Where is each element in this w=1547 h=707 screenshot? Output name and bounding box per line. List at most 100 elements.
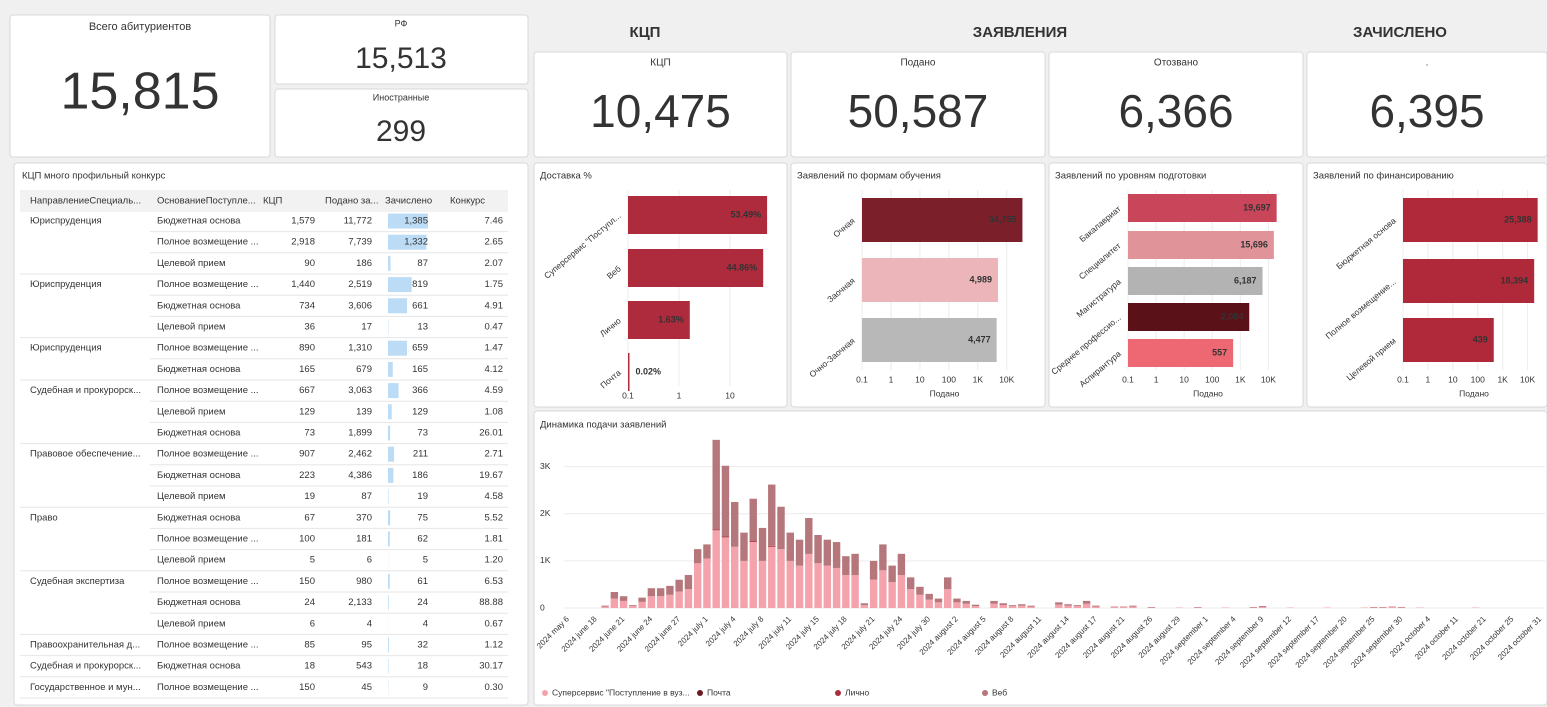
bar-segment	[693, 563, 702, 608]
legend-label: Веб	[992, 687, 1007, 697]
x-tick-label: 10	[725, 390, 735, 400]
chart-title: Заявлений по формам обучения	[797, 171, 941, 182]
table-cell: Судебная и прокурорск...	[30, 661, 141, 672]
kpi-value: 6,366	[1118, 85, 1233, 137]
data-label: 4,989	[969, 274, 992, 284]
table-cell: 24	[417, 597, 428, 608]
kpi-label: КЦП	[650, 58, 670, 69]
bar-segment	[619, 600, 628, 608]
table-cell: 1,332	[404, 237, 428, 248]
bar-segment	[953, 602, 961, 608]
table-cell: 1,310	[348, 343, 372, 354]
bar-segment	[721, 536, 730, 538]
bar-segment	[656, 596, 665, 608]
table-cell: Полное возмещение ...	[157, 385, 259, 396]
card	[274, 88, 529, 158]
table-cell: Целевой прием	[157, 618, 226, 629]
bar	[862, 198, 1023, 242]
bar-segment	[1119, 607, 1128, 608]
table-cell: 2.07	[485, 258, 504, 269]
kpi-label: Отозвано	[1154, 58, 1199, 69]
bar-segment	[953, 598, 961, 603]
enrolled-bar	[388, 446, 395, 462]
table-cell: Бюджетная основа	[157, 300, 241, 311]
table-cell: Полное возмещение ...	[157, 640, 259, 651]
table-cell: 4.58	[485, 491, 504, 502]
bar-segment	[1129, 605, 1137, 607]
table-cell: 6	[367, 555, 372, 566]
bar-segment	[721, 537, 730, 608]
table-cell: 1.08	[485, 406, 504, 417]
bar-segment	[1018, 605, 1026, 608]
table-cell: Целевой прием	[157, 555, 226, 566]
table-cell: Полное возмещение ...	[157, 279, 259, 290]
bar-segment	[768, 545, 776, 547]
bar-segment	[916, 586, 924, 595]
table-cell: 6	[310, 618, 315, 629]
table-cell: 0.47	[485, 322, 504, 333]
bar-segment	[721, 465, 730, 537]
bar-segment	[962, 600, 970, 604]
bar-segment	[925, 599, 933, 608]
table-cell: 75	[417, 512, 428, 523]
bar-segment	[684, 575, 693, 590]
table-cell: Целевой прием	[157, 406, 226, 417]
enrolled-bar	[388, 234, 427, 250]
bar-segment	[712, 439, 720, 530]
x-tick-label: 1	[1154, 374, 1159, 384]
bar	[862, 318, 997, 362]
chart-title: Заявлений по финансированию	[1313, 171, 1454, 182]
table-cell: 18	[417, 661, 428, 672]
enrolled-bar	[388, 213, 428, 229]
bar	[1128, 303, 1250, 331]
bar-segment	[629, 606, 637, 608]
bar-segment	[814, 563, 822, 608]
table-cell: Бюджетная основа	[157, 364, 241, 375]
table-cell: 2,462	[348, 449, 372, 460]
x-tick-label: 1K	[973, 374, 984, 384]
table-cell: 1,579	[291, 216, 315, 227]
table-cell: 11,772	[344, 216, 372, 227]
axis-label: Подано	[930, 388, 960, 398]
enrolled-bar	[388, 637, 389, 653]
data-label: 25,388	[1504, 214, 1532, 224]
table-cell: Бюджетная основа	[157, 216, 241, 227]
table-cell: 1,899	[348, 428, 372, 439]
card	[1048, 51, 1304, 158]
bar-segment	[768, 484, 776, 546]
table-header: КЦП	[263, 196, 283, 207]
table-cell: 18	[304, 661, 315, 672]
bar-segment	[1073, 605, 1082, 607]
bar-segment	[823, 565, 832, 608]
table-cell: 2,519	[348, 279, 372, 290]
kpi-label: РФ	[395, 18, 408, 28]
table-cell: Государственное и мун...	[30, 682, 141, 693]
bar-segment	[740, 560, 748, 608]
chart-title: Заявлений по уровням подготовки	[1055, 171, 1206, 182]
bar-segment	[869, 579, 878, 608]
legend-swatch	[835, 690, 841, 696]
data-label: 0.02%	[636, 366, 662, 376]
table-cell: 90	[304, 258, 315, 269]
table-cell: 19	[304, 491, 315, 502]
table-cell: 88.88	[479, 597, 503, 608]
table-cell: 62	[417, 534, 428, 545]
bar-segment	[1008, 606, 1017, 608]
enrolled-bar	[388, 467, 394, 483]
table-cell: Судебная экспертиза	[30, 576, 125, 587]
enrolled-bar	[388, 573, 390, 589]
chart-title: Доставка %	[540, 171, 592, 182]
x-tick-label: 0.1	[622, 390, 634, 400]
x-tick-label: 1	[1426, 374, 1431, 384]
card	[9, 14, 271, 158]
bar-segment	[897, 575, 906, 608]
bar-segment	[916, 594, 924, 608]
legend-label: Почта	[707, 687, 731, 697]
kpi-label: Иностранные	[373, 92, 430, 102]
bar	[628, 301, 690, 339]
table-cell: 100	[299, 534, 315, 545]
table-cell: 4.91	[485, 300, 504, 311]
bar-segment	[879, 570, 887, 608]
bar-segment	[1064, 605, 1072, 608]
